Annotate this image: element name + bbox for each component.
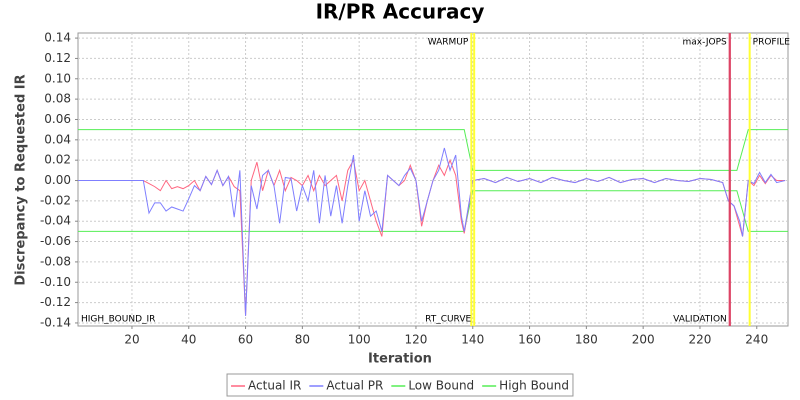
y-tick-label: -0.14	[40, 315, 71, 329]
x-tick-label: 180	[575, 333, 598, 347]
marker-label: WARMUP	[428, 38, 469, 48]
y-tick-label: 0.10	[44, 71, 71, 85]
x-tick-label: 220	[689, 333, 712, 347]
x-tick-label: 200	[632, 333, 655, 347]
legend-box	[226, 373, 574, 397]
legend-label: Actual PR	[326, 379, 383, 393]
y-tick-label: -0.02	[40, 193, 71, 207]
marker-label: HIGH_BOUND_IR	[81, 315, 155, 325]
legend: Actual IR Actual PR Low Bound High Bound	[226, 373, 574, 397]
marker-label: VALIDATION	[673, 315, 727, 325]
x-tick-label: 240	[745, 333, 768, 347]
y-tick-label: 0.12	[44, 51, 71, 65]
x-tick-label: 100	[348, 333, 371, 347]
y-tick-label: -0.12	[40, 295, 71, 309]
y-axis-label: Discrepancy to Requested IR	[14, 74, 29, 285]
x-tick-label: 140	[461, 333, 484, 347]
chart-title: IR/PR Accuracy	[316, 0, 485, 24]
marker-label: max-JOPS	[683, 38, 728, 48]
x-axis-label: Iteration	[368, 352, 432, 367]
series-line	[78, 129, 788, 171]
x-tick-label: 120	[405, 333, 428, 347]
y-tick-label: 0.04	[44, 132, 71, 146]
y-tick-label: 0.14	[44, 31, 71, 45]
y-tick-label: 0.06	[44, 112, 71, 126]
y-tick-label: -0.06	[40, 234, 71, 248]
x-tick-label: 160	[518, 333, 541, 347]
marker-label: RT_CURVE	[425, 315, 471, 325]
y-tick-label: 0.08	[44, 92, 71, 106]
x-tick-label: 20	[124, 333, 139, 347]
x-tick-label: 40	[181, 333, 196, 347]
x-tick-label: 80	[295, 333, 310, 347]
series-line	[78, 190, 788, 232]
legend-label: Low Bound	[408, 379, 474, 393]
series-line	[78, 147, 786, 316]
x-tick-label: 60	[238, 333, 253, 347]
y-tick-label: -0.10	[40, 275, 71, 289]
y-tick-label: 0.00	[44, 173, 71, 187]
y-tick-label: -0.04	[40, 214, 71, 228]
legend-label: Actual IR	[248, 379, 301, 393]
legend-label: High Bound	[499, 379, 569, 393]
y-tick-label: 0.02	[44, 153, 71, 167]
y-tick-label: -0.08	[40, 254, 71, 268]
marker-label: PROFILE	[753, 38, 791, 48]
